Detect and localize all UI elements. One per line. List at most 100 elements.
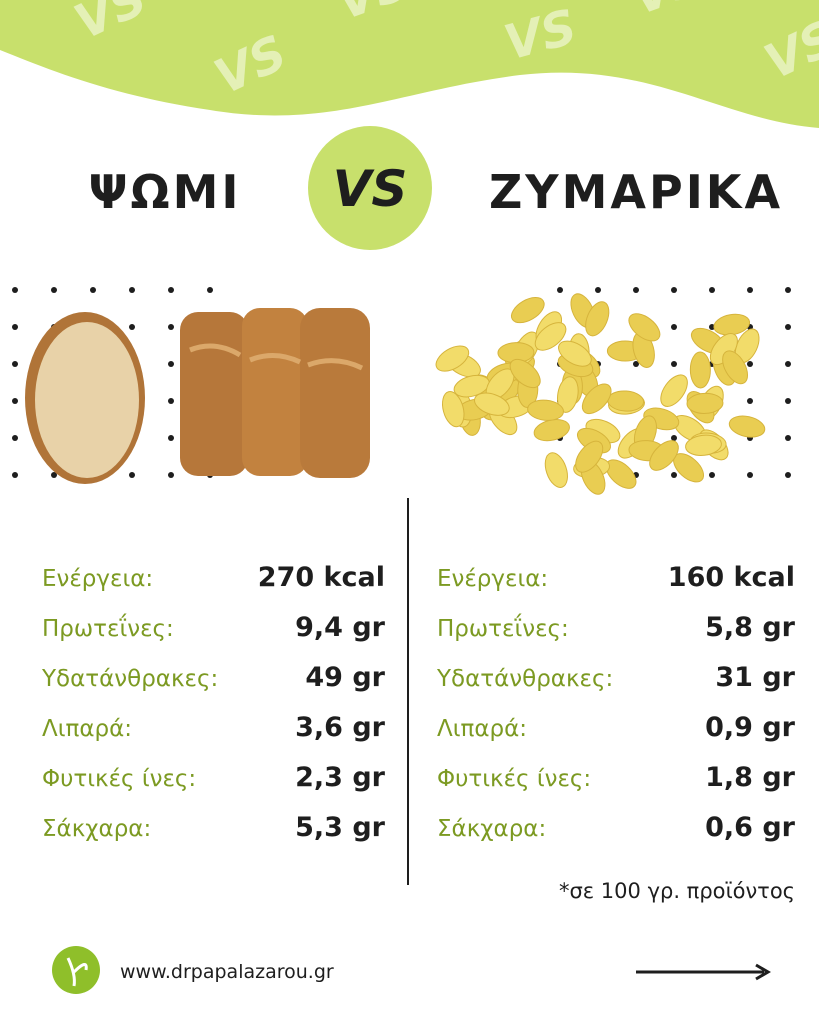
nutrient-value: 2,3 gr <box>295 762 386 793</box>
bread-piece <box>242 308 308 476</box>
dot <box>12 324 18 330</box>
pasta-piece <box>435 345 470 372</box>
pasta-piece <box>728 415 766 438</box>
pasta-piece <box>575 440 604 473</box>
dot <box>51 287 57 293</box>
dot <box>671 472 677 478</box>
dot <box>709 472 715 478</box>
dot <box>168 324 174 330</box>
nutrient-value: 49 gr <box>305 662 385 693</box>
pasta-piece <box>722 350 749 385</box>
vs-badge <box>308 126 432 250</box>
dot <box>12 398 18 404</box>
pasta-piece <box>581 383 612 415</box>
pasta-piece <box>527 399 564 421</box>
pasta-piece <box>510 297 545 324</box>
dot <box>747 361 753 367</box>
dot <box>633 361 639 367</box>
dot <box>671 287 677 293</box>
dot <box>129 324 135 330</box>
nutrient-value: 0,6 gr <box>705 812 796 843</box>
dot <box>747 472 753 478</box>
dot <box>671 361 677 367</box>
nutrient-label: Σάκχαρα: <box>42 816 151 842</box>
dot <box>90 287 96 293</box>
pasta-image <box>435 293 766 495</box>
pasta-piece <box>649 440 679 471</box>
nutrient-label: Λιπαρά: <box>42 716 132 742</box>
arrow-head <box>755 963 771 981</box>
bread-crumb <box>35 322 139 478</box>
dot <box>785 361 791 367</box>
dot <box>709 324 715 330</box>
dot <box>12 287 18 293</box>
dot <box>709 287 715 293</box>
bread-piece <box>300 308 370 478</box>
pasta-piece <box>685 434 722 456</box>
pasta-piece <box>628 313 661 342</box>
nutrient-value: 160 kcal <box>668 562 795 593</box>
dot <box>785 324 791 330</box>
nutrient-label: Υδατάνθρακες: <box>436 666 613 692</box>
nutrient-label: Ενέργεια: <box>437 566 548 592</box>
logo-mark <box>66 957 88 987</box>
left-title: ΨΩΜΙ <box>88 165 241 219</box>
dot <box>785 287 791 293</box>
dot <box>785 398 791 404</box>
nutrient-label: Υδατάνθρακες: <box>41 666 218 692</box>
pasta-piece <box>585 301 610 337</box>
nutrition-table: Ενέργεια: 270 kcal Πρωτεΐνες: 9,4 gr Υδατάνθ… <box>41 562 796 843</box>
vs-label: VS <box>333 160 408 218</box>
dot <box>747 398 753 404</box>
nutrient-label: Ενέργεια: <box>42 566 153 592</box>
dot <box>207 287 213 293</box>
dot <box>51 472 57 478</box>
website: www.drpapalazarou.gr <box>120 961 334 983</box>
pasta-piece <box>544 452 568 488</box>
dot <box>129 287 135 293</box>
pasta-piece <box>474 392 510 416</box>
dot <box>557 287 563 293</box>
nutrient-label: Φυτικές ίνες: <box>42 766 196 792</box>
dot <box>168 287 174 293</box>
nutrient-value: 9,4 gr <box>295 612 386 643</box>
nutrient-value: 5,3 gr <box>295 812 386 843</box>
dot <box>129 472 135 478</box>
nutrient-value: 31 gr <box>715 662 795 693</box>
pasta-piece <box>534 322 567 351</box>
dot <box>595 287 601 293</box>
dot <box>633 287 639 293</box>
pasta-piece <box>686 392 724 414</box>
dot <box>12 361 18 367</box>
nutrient-value: 1,8 gr <box>705 762 796 793</box>
dot <box>785 435 791 441</box>
pasta-piece <box>509 358 541 389</box>
nutrient-value: 0,9 gr <box>705 712 796 743</box>
footnote: *σε 100 γρ. προϊόντος <box>559 879 795 903</box>
pasta-piece <box>453 374 490 398</box>
nutrient-value: 3,6 gr <box>295 712 386 743</box>
nutrient-label: Φυτικές ίνες: <box>437 766 591 792</box>
right-title: ΖΥΜΑΡΙΚΑ <box>489 165 783 219</box>
nutrient-value: 270 kcal <box>258 562 385 593</box>
dot <box>671 324 677 330</box>
dot <box>168 361 174 367</box>
nutrient-label: Πρωτεΐνες: <box>42 613 174 642</box>
dot <box>168 435 174 441</box>
dot <box>12 435 18 441</box>
dot <box>747 287 753 293</box>
pasta-piece <box>442 391 465 428</box>
pasta-piece <box>557 376 579 413</box>
bread-score <box>189 343 364 371</box>
nutrient-label: Λιπαρά: <box>437 716 527 742</box>
dot <box>168 398 174 404</box>
pasta-piece <box>660 374 688 407</box>
nutrient-label: Σάκχαρα: <box>437 816 546 842</box>
bread-image <box>25 308 370 484</box>
nutrient-label: Πρωτεΐνες: <box>437 613 569 642</box>
dot <box>671 435 677 441</box>
dot <box>785 472 791 478</box>
bread-piece <box>180 312 248 476</box>
